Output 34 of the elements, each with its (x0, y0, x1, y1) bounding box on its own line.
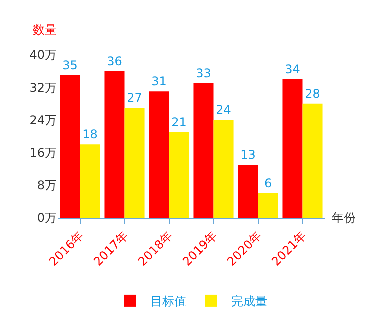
data-label: 33 (196, 66, 212, 81)
data-label: 35 (62, 58, 78, 72)
y-tick-label: 40万 (30, 48, 57, 62)
y-tick-label: 24万 (30, 113, 57, 128)
y-tick-label: 32万 (30, 80, 57, 95)
data-label: 27 (127, 90, 142, 105)
data-label: 34 (285, 62, 300, 76)
data-label: 21 (172, 115, 187, 130)
y-tick-label: 0万 (37, 211, 57, 226)
bar (238, 165, 258, 218)
data-label: 31 (152, 74, 167, 89)
bar (149, 92, 170, 218)
legend-label: 完成量 (232, 294, 268, 309)
data-label: 36 (107, 54, 122, 68)
bar (214, 120, 234, 218)
bar (302, 104, 323, 218)
y-tick-label: 8万 (37, 178, 57, 193)
bar (60, 75, 80, 218)
bar (124, 108, 145, 218)
data-label: 18 (82, 128, 98, 142)
x-axis-title: 年份 (332, 211, 356, 225)
data-label: 13 (240, 148, 256, 162)
data-label: 28 (305, 86, 320, 101)
y-tick-label: 16万 (30, 146, 57, 160)
bar (258, 194, 278, 218)
data-label: 6 (264, 176, 272, 191)
bar (194, 84, 214, 218)
y-axis-title: 数量 (33, 23, 57, 37)
data-label: 24 (216, 103, 232, 118)
bar (80, 144, 100, 218)
bar (104, 71, 125, 218)
legend-label: 目标值 (150, 294, 186, 309)
bar (282, 79, 303, 218)
bar (169, 132, 190, 218)
